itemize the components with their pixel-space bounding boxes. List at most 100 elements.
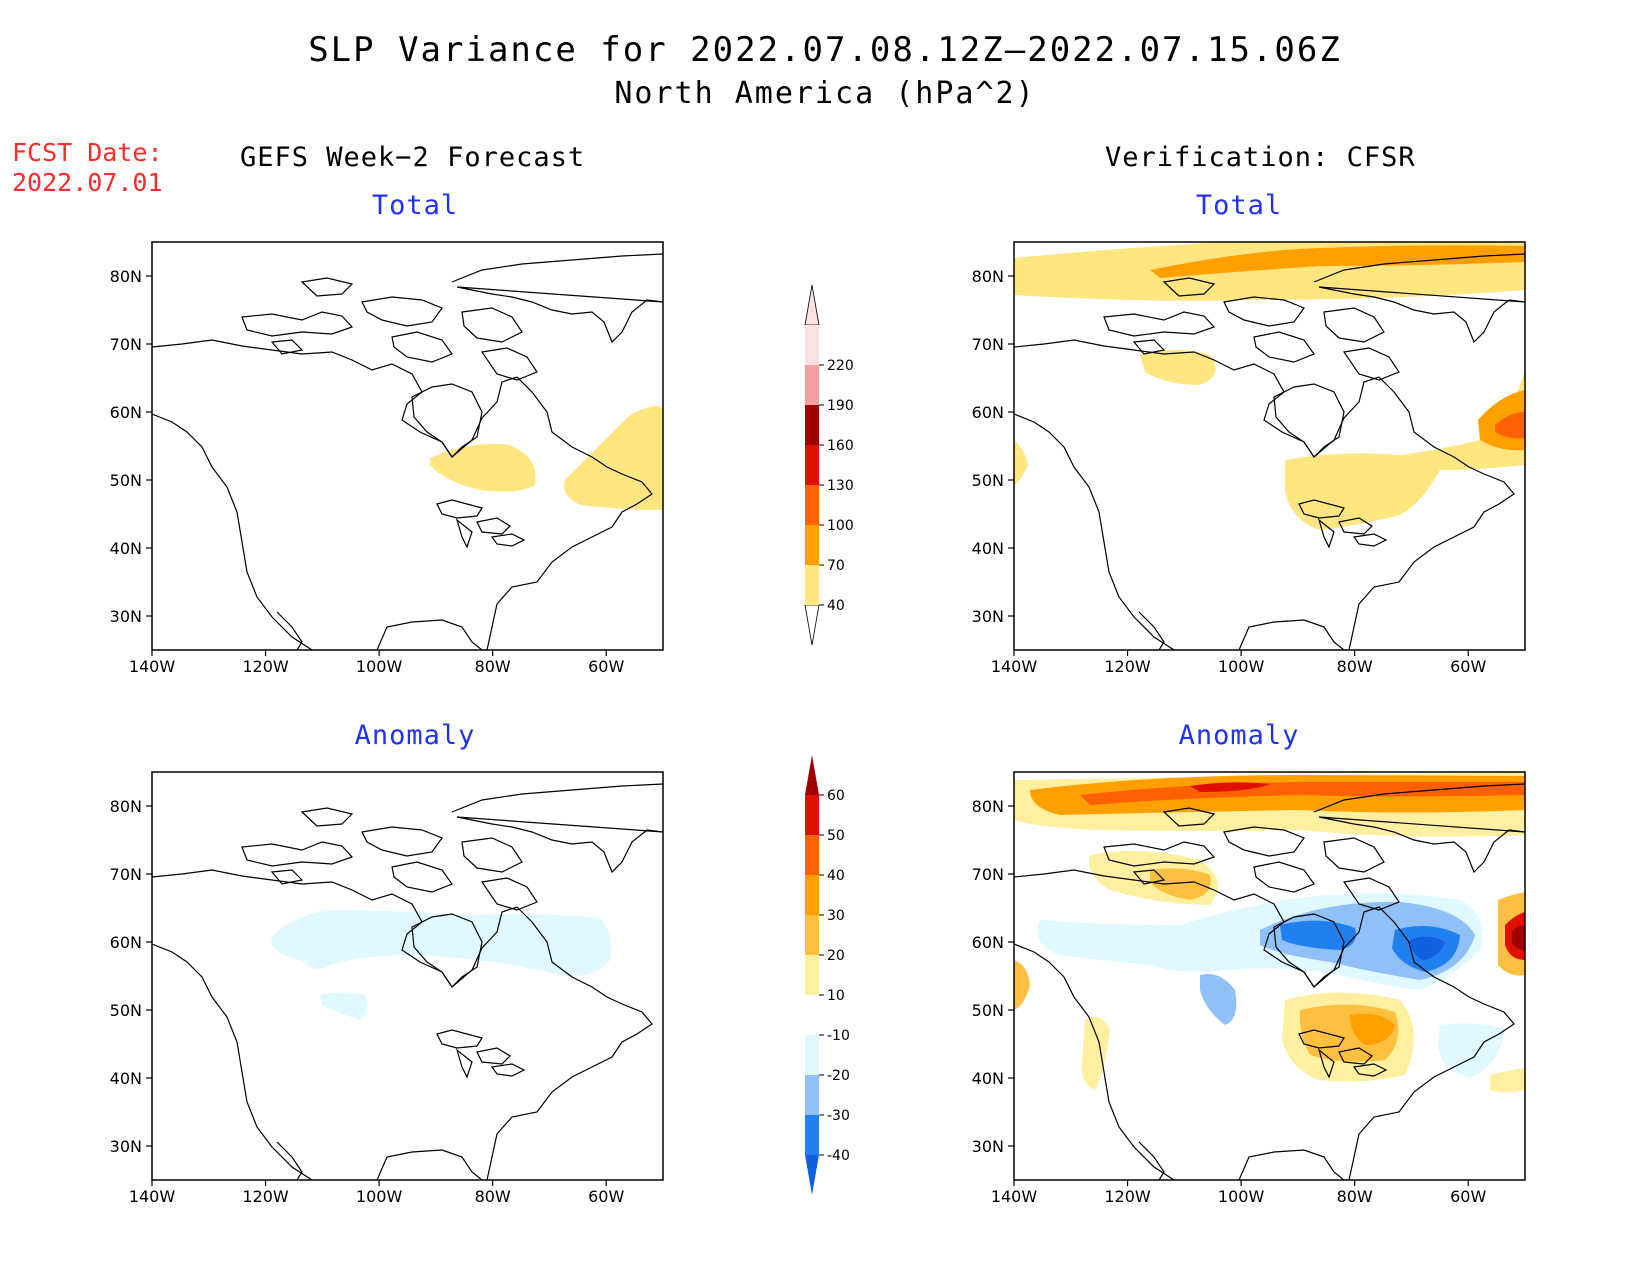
cb-total-label: 160	[827, 438, 854, 454]
cb-total-label: 70	[827, 558, 845, 574]
panel-tl-title: Total	[371, 190, 459, 221]
cb-total-segment	[805, 565, 819, 605]
cb-total-segment	[805, 405, 819, 445]
lat-tick-label: 80N	[110, 797, 142, 816]
lat-tick-label: 80N	[110, 267, 142, 286]
lon-tick-label: 60W	[588, 657, 624, 676]
lon-tick-label: 60W	[588, 1187, 624, 1206]
lon-tick-label: 140W	[129, 1187, 176, 1206]
cb-anom-segment	[805, 995, 819, 1035]
lon-tick-label: 120W	[242, 1187, 289, 1206]
lon-tick-label: 100W	[356, 1187, 403, 1206]
lat-tick-label: 30N	[972, 607, 1004, 626]
br-field-pac-10	[1014, 960, 1030, 1010]
cb-anom-high-triangle	[805, 755, 819, 795]
lat-tick-label: 70N	[110, 865, 142, 884]
cb-total-high-triangle	[804, 284, 820, 326]
lon-tick-label: 80W	[475, 657, 511, 676]
cb-anom-segment	[805, 795, 819, 835]
cb-anom-label: 10	[827, 988, 845, 1004]
tr-field-pacific-40	[1014, 440, 1028, 485]
panel-br-title: Anomaly	[1178, 720, 1300, 751]
cb-anom-label: -30	[827, 1108, 850, 1124]
cb-total-label: 40	[827, 598, 845, 614]
lat-tick-label: 30N	[110, 607, 142, 626]
cb-anom-label: 50	[827, 828, 845, 844]
br-field-gl-30	[1350, 1013, 1395, 1045]
lon-tick-label: 140W	[129, 657, 176, 676]
cb-total-label: 220	[827, 358, 854, 374]
lat-tick-label: 70N	[972, 335, 1004, 354]
lat-tick-label: 60N	[972, 933, 1004, 952]
lat-tick-label: 50N	[110, 471, 142, 490]
br-field-neg10-se	[1438, 1023, 1505, 1078]
bl-field-neg10	[270, 910, 612, 976]
colorbar-anomaly: -40 -30 -20 -10 10 20 30 40 50 60	[805, 755, 850, 1195]
cb-anom-label: 40	[827, 868, 845, 884]
cb-anom-segment	[805, 915, 819, 955]
cb-anom-label: 60	[827, 788, 845, 804]
lon-tick-label: 100W	[356, 657, 403, 676]
lat-tick-label: 50N	[972, 1001, 1004, 1020]
cb-total-segment	[805, 445, 819, 485]
fcst-date-value: 2022.07.01	[12, 168, 163, 197]
cb-anom-segment	[805, 1075, 819, 1115]
panel-bl-map	[151, 771, 664, 1181]
tl-field-40-70-b	[564, 406, 663, 510]
lat-tick-label: 70N	[110, 335, 142, 354]
cb-total-segment	[805, 485, 819, 525]
colorbar-total: 40 70 100 130 160 190 220	[804, 284, 854, 646]
cb-anom-label: 30	[827, 908, 845, 924]
cb-total-segment	[805, 325, 819, 365]
lat-tick-label: 80N	[972, 797, 1004, 816]
panel-tr-title: Total	[1195, 190, 1283, 221]
lat-tick-label: 40N	[972, 539, 1004, 558]
axes-layer: 140W 120W 100W 80W 60W 80N 70N 60N 50N 40N 30N 140W…	[110, 267, 1487, 1206]
lat-tick-label: 40N	[972, 1069, 1004, 1088]
br-field-se-10	[1490, 1068, 1525, 1093]
br-field-neg20-b	[1200, 974, 1237, 1025]
lon-tick-label: 140W	[991, 657, 1038, 676]
lon-tick-label: 120W	[1104, 657, 1151, 676]
cb-total-segment	[805, 365, 819, 405]
cb-total-label: 130	[827, 478, 854, 494]
lon-tick-label: 80W	[475, 1187, 511, 1206]
cb-anom-segment	[805, 1035, 819, 1075]
lon-tick-label: 100W	[1218, 657, 1265, 676]
lon-tick-label: 80W	[1337, 1187, 1373, 1206]
lat-tick-label: 60N	[972, 403, 1004, 422]
lon-tick-label: 140W	[991, 1187, 1038, 1206]
cb-total-segment	[805, 525, 819, 565]
tr-field-baffin-40	[1140, 350, 1216, 385]
fcst-date-block: FCST Date: 2022.07.01	[12, 138, 163, 198]
lat-tick-label: 80N	[972, 267, 1004, 286]
panel-bl-title: Anomaly	[354, 720, 476, 751]
right-column-title: Verification: CFSR	[1105, 142, 1416, 173]
cb-total-low-triangle	[804, 604, 820, 646]
lon-tick-label: 80W	[1337, 657, 1373, 676]
lat-tick-label: 50N	[972, 471, 1004, 490]
tr-field-labrador-100	[1495, 412, 1525, 439]
cb-total-label: 190	[827, 398, 854, 414]
lat-tick-label: 60N	[110, 933, 142, 952]
lon-tick-label: 120W	[242, 657, 289, 676]
tl-field-40-70-a	[430, 443, 536, 492]
panel-tl-map	[151, 241, 664, 651]
panel-tr-map	[1013, 241, 1526, 651]
br-field-lab-60	[1512, 925, 1525, 950]
lat-tick-label: 70N	[972, 865, 1004, 884]
cb-anom-label: -40	[827, 1148, 850, 1164]
lon-tick-label: 120W	[1104, 1187, 1151, 1206]
lat-tick-label: 30N	[110, 1137, 142, 1156]
lat-tick-label: 50N	[110, 1001, 142, 1020]
cb-anom-segment	[805, 955, 819, 995]
br-field-baffin-20	[1150, 868, 1211, 900]
br-field-neg40	[1410, 936, 1445, 960]
fcst-date-label: FCST Date:	[12, 138, 163, 167]
bl-field-neg10-b	[320, 992, 368, 1020]
cb-total-label: 100	[827, 518, 854, 534]
br-field-west-10	[1081, 1016, 1110, 1090]
lon-tick-label: 100W	[1218, 1187, 1265, 1206]
lat-tick-label: 40N	[110, 1069, 142, 1088]
